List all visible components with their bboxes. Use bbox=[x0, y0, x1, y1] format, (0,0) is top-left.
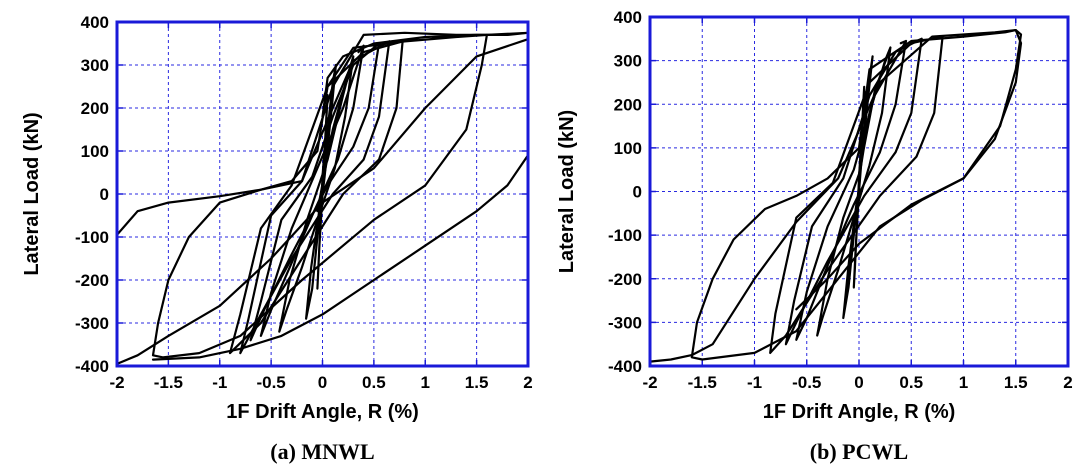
series-line-9 bbox=[115, 31, 530, 236]
y-tick-label: 200 bbox=[81, 99, 109, 118]
x-tick-label: -1 bbox=[212, 373, 227, 392]
y-tick-label: 400 bbox=[81, 13, 109, 32]
chart-caption: (a) MNWL bbox=[270, 439, 374, 464]
y-tick-label: -300 bbox=[608, 313, 642, 332]
x-tick-label: 1.5 bbox=[1004, 373, 1028, 392]
x-tick-label: 0 bbox=[854, 373, 863, 392]
x-tick-label: -1.5 bbox=[154, 373, 183, 392]
series-line-6 bbox=[228, 40, 404, 355]
chart-panel-pcwl: -2 -1.5 -1 -0.5 0 0.5 1 1.5 2 400 300 200 100 0 -100 -2… bbox=[556, 8, 1073, 464]
y-tick-label: -200 bbox=[608, 270, 642, 289]
x-tick-label: -2 bbox=[642, 373, 657, 392]
y-tick-label: 0 bbox=[633, 183, 642, 202]
series-line-10 bbox=[151, 154, 530, 361]
series-line-6 bbox=[690, 29, 1023, 361]
y-tick-label: -400 bbox=[75, 357, 109, 376]
x-tick-label: 0 bbox=[318, 373, 327, 392]
x-axis-title: 1F Drift Angle, R (%) bbox=[226, 401, 419, 423]
x-tick-label: 1.5 bbox=[465, 373, 489, 392]
chart-panel-mnwl: -2 -1.5 -1 -0.5 0 0.5 1 1.5 2 400 300 200 100 0 -100 -2… bbox=[21, 13, 533, 464]
chart-caption: (b) PCWL bbox=[810, 439, 908, 464]
y-tick-label: 100 bbox=[81, 142, 109, 161]
x-tick-label: -1.5 bbox=[688, 373, 717, 392]
x-axis-title: 1F Drift Angle, R (%) bbox=[763, 401, 956, 423]
y-tick-label: 400 bbox=[614, 8, 642, 27]
y-tick-label: -200 bbox=[75, 271, 109, 290]
y-tick-label: -100 bbox=[75, 228, 109, 247]
series-line-7 bbox=[648, 29, 1023, 363]
x-tick-label: 2 bbox=[523, 373, 532, 392]
plot-frame bbox=[648, 15, 1070, 368]
x-tick-label: 2 bbox=[1063, 373, 1072, 392]
plot-frame bbox=[115, 20, 530, 368]
x-tick-label: -0.5 bbox=[256, 373, 285, 392]
x-tick-label: -0.5 bbox=[792, 373, 821, 392]
y-axis-title: Lateral Load (kN) bbox=[21, 112, 43, 275]
x-tick-label: 0.5 bbox=[899, 373, 923, 392]
x-tick-label: 0.5 bbox=[362, 373, 386, 392]
y-tick-label: -300 bbox=[75, 314, 109, 333]
y-tick-label: 200 bbox=[614, 95, 642, 114]
y-tick-label: 300 bbox=[614, 52, 642, 71]
y-tick-label: 300 bbox=[81, 56, 109, 75]
y-tick-label: -100 bbox=[608, 226, 642, 245]
y-tick-label: 100 bbox=[614, 139, 642, 158]
y-axis-title: Lateral Load (kN) bbox=[556, 110, 578, 273]
y-tick-label: -400 bbox=[608, 357, 642, 376]
series-line-3 bbox=[259, 44, 365, 337]
x-tick-label: 1 bbox=[421, 373, 430, 392]
series-line-4 bbox=[249, 42, 381, 342]
series-line-5 bbox=[769, 35, 944, 354]
x-tick-label: -2 bbox=[109, 373, 124, 392]
x-tick-label: -1 bbox=[747, 373, 762, 392]
x-tick-label: 1 bbox=[959, 373, 968, 392]
y-tick-label: 0 bbox=[100, 185, 109, 204]
